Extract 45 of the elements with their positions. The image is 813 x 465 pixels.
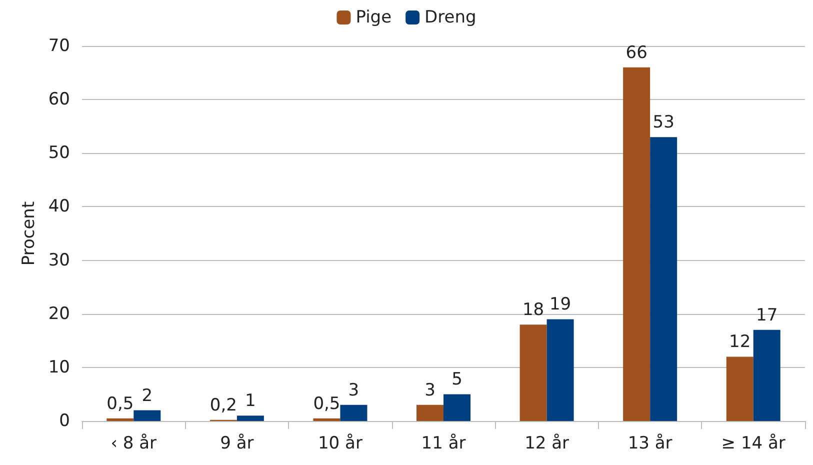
data-label: 5 [452,370,462,390]
data-label: 1 [245,391,256,412]
x-tick-label: 10 år [318,434,362,454]
bar [726,356,754,421]
legend-label: Dreng [424,8,476,28]
bar [236,416,264,421]
y-tick-label: 10 [48,357,70,378]
data-label: 3 [348,380,360,400]
y-tick-label: 20 [48,304,70,324]
x-tick-label: 9 år [220,434,254,454]
y-tick-label: 30 [48,250,70,270]
x-tick-label: 12 år [524,434,570,454]
y-tick-label: 70 [48,36,70,56]
x-tick-label: 11 år [421,434,466,454]
x-tick-label: 13 år [628,434,672,454]
legend-label: Pige [356,8,392,28]
y-tick-label: 50 [48,143,70,164]
y-tick-label: 60 [48,90,70,110]
data-label: 0,5 [106,394,134,414]
data-label: 19 [549,294,572,315]
bar [650,137,678,421]
data-label: 18 [522,300,544,320]
bar [546,319,574,421]
data-label: 0,5 [313,394,340,414]
bar [134,410,161,421]
data-label: 0,2 [210,395,237,416]
x-tick-label: ≥ 14 år [721,434,786,454]
data-label: 53 [652,112,674,133]
bar [340,404,368,421]
y-tick-label: 40 [48,196,70,217]
bar [753,330,780,421]
bar [623,67,650,421]
data-label: 17 [756,305,778,326]
y-axis-title: Procent [18,201,39,266]
bar [416,404,444,421]
bar [313,418,340,421]
data-label: 12 [729,332,751,352]
bar [106,418,134,421]
bar [444,394,470,421]
data-label: 2 [142,386,153,406]
data-label: 3 [424,380,436,400]
x-tick-label: ‹ 8 år [110,434,157,454]
y-tick-label: 0 [59,411,70,431]
bar [520,324,547,421]
data-label: 66 [626,42,648,63]
